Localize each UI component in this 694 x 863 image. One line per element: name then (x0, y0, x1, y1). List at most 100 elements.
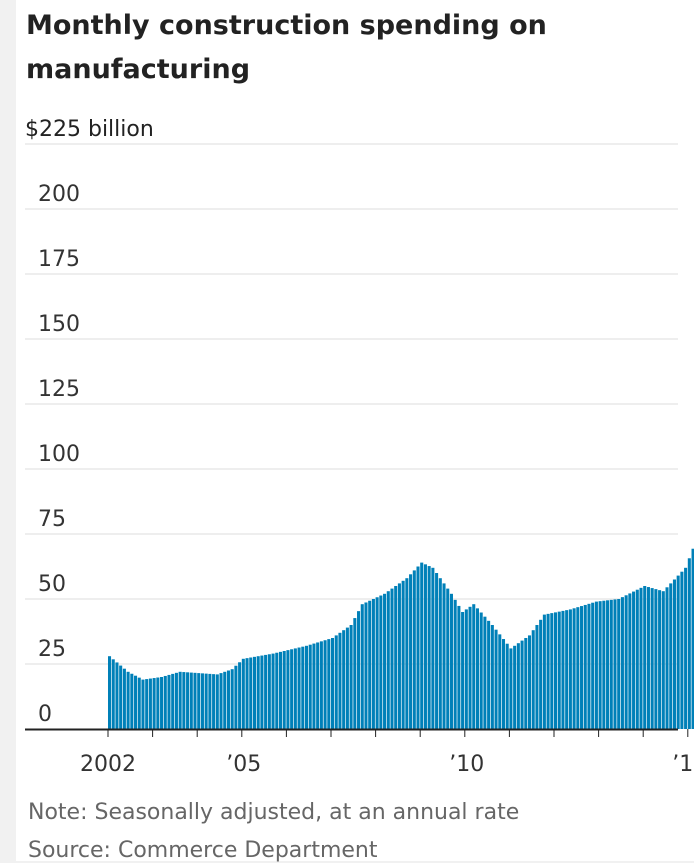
x-tick-label: 2002 (80, 752, 136, 777)
bar (639, 587, 643, 729)
bar (186, 672, 190, 729)
bar (475, 608, 479, 729)
bar (212, 674, 216, 729)
bar (416, 566, 420, 729)
bar (472, 604, 476, 729)
bar (126, 671, 130, 729)
bar (453, 599, 457, 729)
x-tick-label: ’10 (449, 752, 484, 777)
bar (160, 677, 164, 729)
bar (468, 606, 472, 729)
bar (420, 562, 424, 729)
y-tick-label: 0 (38, 702, 52, 727)
bar (331, 638, 335, 729)
bar (412, 570, 416, 729)
bar (174, 672, 178, 729)
bar (501, 639, 506, 729)
bar (245, 658, 249, 729)
bar (520, 640, 524, 729)
bar (141, 679, 145, 729)
bar (598, 601, 602, 729)
bar (386, 591, 390, 729)
bar (446, 588, 450, 729)
bar (513, 645, 517, 729)
bar (587, 603, 591, 729)
bar (658, 590, 662, 729)
bar (304, 645, 309, 729)
bar (427, 566, 431, 729)
bar (628, 593, 632, 729)
y-tick-label: 200 (38, 182, 80, 207)
bar (338, 632, 342, 729)
bar (643, 586, 647, 729)
bar (364, 602, 368, 729)
y-tick-label: 75 (38, 507, 66, 532)
y-tick-label: 100 (38, 442, 80, 467)
bar (431, 567, 435, 729)
bar (557, 611, 561, 729)
bar (137, 677, 141, 729)
bar (208, 673, 212, 729)
bar (308, 644, 312, 729)
bar (394, 586, 398, 729)
bar (130, 673, 134, 729)
chart-note: Note: Seasonally adjusted, at an annual … (28, 800, 520, 825)
bar (260, 655, 264, 729)
bar (487, 620, 491, 729)
bar (661, 591, 665, 729)
bar (108, 656, 112, 729)
bar (561, 610, 565, 729)
bar (148, 678, 152, 729)
bar (576, 607, 580, 729)
bar (293, 648, 297, 729)
y-tick-label: 150 (38, 312, 80, 337)
gridlines: 0 25 50 75 100 125 150 175 200 (25, 143, 678, 727)
bar (405, 578, 409, 729)
bar (401, 580, 405, 729)
y-tick-label: 50 (38, 572, 66, 597)
bar (602, 600, 606, 729)
bar (632, 591, 636, 729)
bar (379, 595, 383, 729)
bar (171, 673, 175, 729)
bar (438, 578, 442, 729)
bar (219, 673, 223, 729)
bar (646, 587, 650, 729)
bar (163, 675, 167, 729)
bar (672, 579, 676, 729)
bar (669, 583, 673, 729)
bar (490, 625, 494, 729)
bar (680, 571, 684, 729)
bar (256, 656, 260, 729)
bar (609, 599, 613, 729)
bar (583, 604, 587, 729)
bar (461, 612, 465, 729)
bar (349, 625, 353, 729)
x-tick-label: ’15 (672, 752, 694, 777)
bars (108, 548, 694, 729)
bar (275, 652, 279, 729)
bar (334, 635, 338, 729)
bar (134, 675, 138, 729)
bar (297, 647, 301, 729)
bar (687, 558, 691, 729)
bar (345, 627, 349, 729)
bar (390, 588, 394, 729)
bar (122, 668, 126, 729)
bar (145, 679, 149, 729)
bar (267, 654, 271, 729)
bar (327, 639, 331, 729)
bar (215, 674, 219, 729)
bar (535, 625, 539, 729)
y-tick-label: 25 (38, 637, 66, 662)
bar (178, 671, 182, 729)
bar (606, 600, 610, 729)
bar (542, 614, 546, 729)
bar (226, 670, 230, 729)
bar (312, 643, 316, 729)
bar (111, 659, 115, 729)
bar (613, 599, 617, 729)
bar (464, 609, 468, 729)
bar (397, 583, 401, 729)
bar (319, 641, 323, 729)
